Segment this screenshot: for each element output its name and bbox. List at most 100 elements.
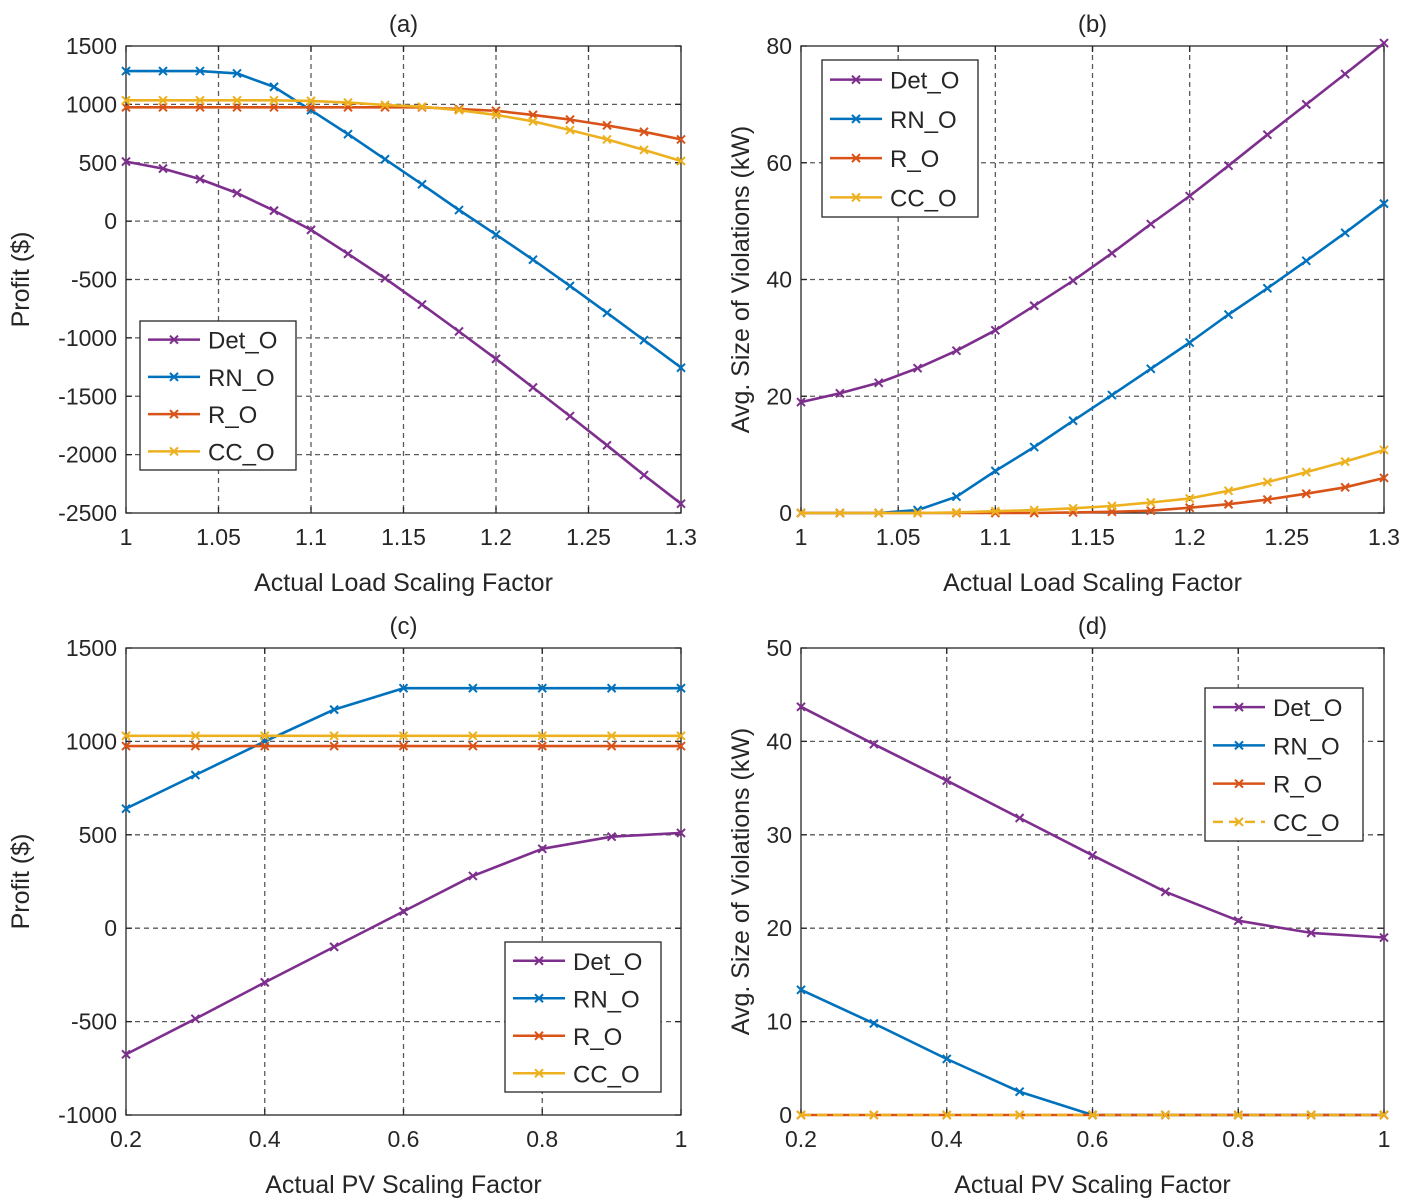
data-point [121, 1049, 131, 1059]
series-line [801, 202, 1385, 515]
data-point [1087, 850, 1098, 861]
data-point [380, 273, 390, 284]
x-tick-label: 0.8 [526, 1126, 558, 1152]
y-tick-label: 0 [779, 500, 792, 526]
x-tick-label: 1 [120, 524, 133, 550]
legend-label: CC_O [573, 1061, 640, 1088]
data-point [639, 127, 649, 137]
legend-marker [851, 192, 861, 203]
legend-marker [169, 409, 179, 419]
data-point [195, 66, 205, 76]
x-axis-label: Actual Load Scaling Factor [943, 569, 1242, 597]
data-point [417, 299, 427, 310]
y-axis-label: Avg. Size of Violations (kW) [727, 126, 755, 434]
legend-label: Det_O [573, 949, 642, 976]
legend-marker [169, 446, 179, 457]
data-point [1223, 309, 1234, 320]
data-point [1233, 1110, 1243, 1120]
data-point [1301, 256, 1311, 266]
chart-panel-b: 1 1.05 1.1 1.15 1.2 1.25 1.3 0 20 40 60 80 (b) Actual… [727, 11, 1400, 597]
series-Det_O [121, 156, 686, 509]
series-line [126, 69, 682, 369]
data-point [190, 741, 201, 751]
chart-title: (d) [1078, 613, 1107, 640]
y-tick-label: 1000 [66, 728, 117, 754]
data-point [912, 508, 923, 518]
data-point [874, 378, 884, 388]
legend-marker [534, 993, 544, 1003]
data-point [602, 308, 612, 318]
data-point [1068, 416, 1078, 426]
y-tick-label: 20 [766, 383, 792, 409]
data-point [528, 116, 538, 127]
data-point [606, 683, 617, 693]
series-CC_O [121, 95, 686, 166]
legend-label: R_O [208, 402, 257, 429]
legend-label: CC_O [208, 439, 275, 466]
data-point [269, 102, 279, 113]
data-point [606, 731, 617, 741]
x-tick-label: 1 [795, 524, 808, 550]
data-point [1014, 1086, 1025, 1097]
legend-marker [1234, 817, 1244, 827]
legend-marker [169, 372, 179, 382]
data-point [306, 225, 316, 235]
series-CC_O [796, 445, 1389, 518]
x-tick-label: 0.2 [110, 1126, 142, 1152]
data-point [796, 702, 806, 712]
legend: Det_O RN_O R_O CC_O [1204, 687, 1364, 842]
data-point [329, 741, 339, 751]
data-point [468, 683, 478, 693]
legend-label: R_O [890, 146, 939, 173]
chart-title: (b) [1078, 11, 1107, 38]
data-point [398, 906, 409, 917]
x-tick-label: 0.6 [1077, 1126, 1109, 1152]
data-point [329, 704, 339, 715]
data-point [232, 188, 242, 198]
legend-label: CC_O [890, 185, 957, 212]
series-line [801, 448, 1385, 515]
data-point [942, 1110, 952, 1120]
data-point [1223, 160, 1234, 171]
legend-marker [851, 74, 861, 85]
y-tick-label: 1500 [66, 635, 117, 661]
x-tick-label: 1.25 [566, 524, 611, 550]
data-point [951, 346, 962, 356]
data-point [343, 249, 353, 259]
legend-marker [534, 1031, 544, 1041]
data-point [232, 95, 242, 105]
legend: Det_O RN_O R_O CC_O [139, 320, 297, 471]
data-point [1262, 477, 1273, 487]
series-Det_O [121, 828, 686, 1059]
x-tick-label: 1.05 [196, 524, 241, 550]
chart-title: (c) [390, 613, 418, 640]
data-point [260, 731, 270, 741]
series-line [126, 99, 682, 163]
legend-label: Det_O [890, 68, 959, 95]
data-point [796, 1110, 806, 1120]
data-point [121, 66, 131, 76]
y-tick-label: -1500 [58, 383, 117, 409]
data-point [121, 803, 131, 814]
data-point [1262, 494, 1273, 505]
data-point [796, 508, 806, 518]
x-tick-label: 1.1 [295, 524, 327, 550]
legend-label: RN_O [1273, 733, 1340, 760]
legend-marker [534, 1068, 544, 1078]
data-point [1340, 482, 1350, 493]
legend-marker [851, 114, 861, 124]
data-point [1014, 813, 1025, 823]
chart-panel-a: 1 1.05 1.1 1.15 1.2 1.25 1.3 -2500 -2000 -1500 -10… [7, 11, 697, 597]
legend-marker [1234, 740, 1244, 751]
data-point [260, 741, 270, 751]
legend-label: Det_O [208, 328, 277, 355]
data-point [1184, 493, 1195, 504]
legend-label: RN_O [890, 107, 957, 134]
x-tick-label: 1 [1378, 1126, 1391, 1152]
data-point [1160, 887, 1171, 897]
x-tick-label: 1.05 [876, 524, 921, 550]
legend-marker [534, 956, 544, 966]
y-tick-label: 50 [766, 635, 792, 661]
y-tick-label: 80 [766, 33, 792, 59]
